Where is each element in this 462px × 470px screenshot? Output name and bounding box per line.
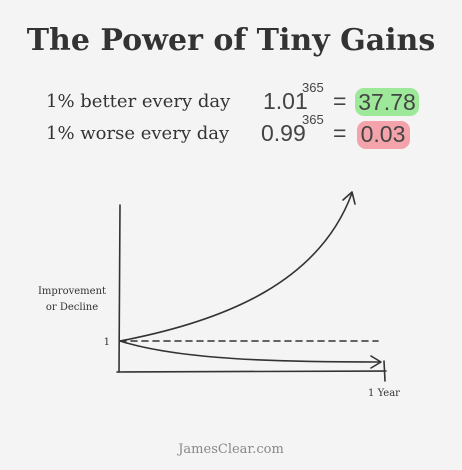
formula-equals: = xyxy=(333,120,346,146)
title: The Power of Tiny Gains xyxy=(27,23,436,58)
y-label: or Decline xyxy=(46,302,98,313)
y-axis xyxy=(118,204,121,373)
decline-curve xyxy=(119,340,381,363)
formula-equals: = xyxy=(333,88,346,114)
y-label: Improvement xyxy=(38,286,106,297)
formula-base: 1.01 xyxy=(263,88,308,114)
row-label: 1% better every day xyxy=(46,91,231,112)
formula-result: 37.78 xyxy=(358,89,416,115)
formula-result: 0.03 xyxy=(361,121,406,147)
x-axis xyxy=(116,370,387,373)
formula-exponent: 365 xyxy=(302,112,324,127)
highlight-red xyxy=(357,121,410,149)
baseline-label: 1 xyxy=(104,337,110,348)
formula-exponent: 365 xyxy=(302,80,324,95)
x-tick xyxy=(383,360,386,382)
growth-curve xyxy=(119,192,353,342)
footer-credit: JamesClear.com xyxy=(176,442,284,457)
arrowhead xyxy=(342,191,356,205)
row-label: 1% worse every day xyxy=(46,123,230,144)
x-label: 1 Year xyxy=(368,388,400,399)
formula-base: 0.99 xyxy=(261,120,306,146)
arrowhead xyxy=(370,355,382,369)
highlight-green xyxy=(355,88,419,116)
